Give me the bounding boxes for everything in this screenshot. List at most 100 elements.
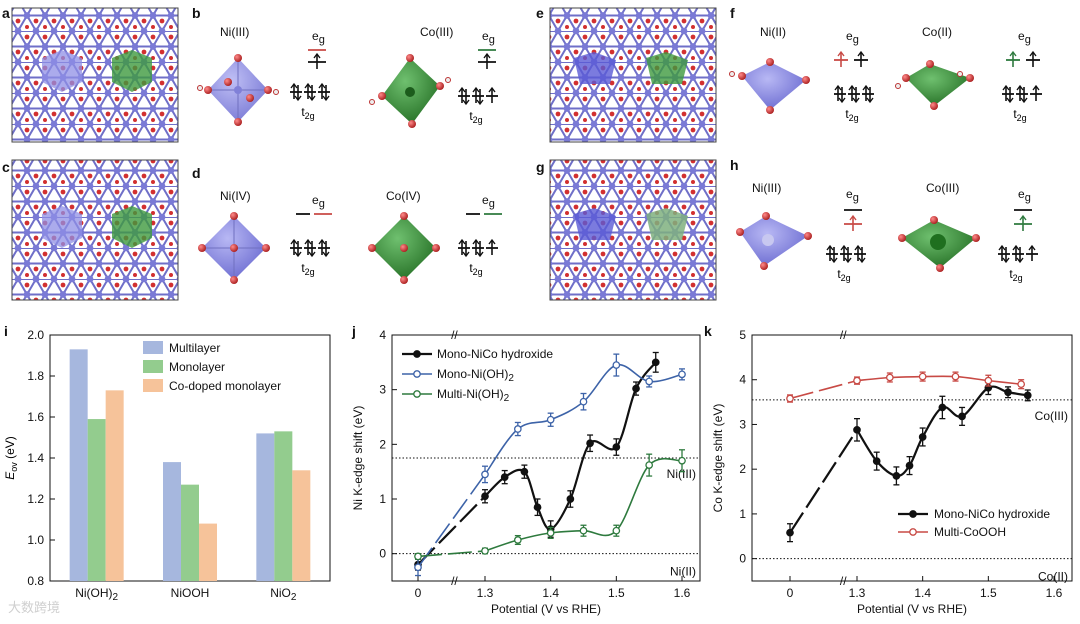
x-tick-label: 0 — [415, 586, 422, 600]
eg-label: eg — [846, 187, 859, 204]
x-tick-label: 1.6 — [1046, 586, 1063, 600]
spin-up-head — [840, 244, 848, 251]
data-point — [958, 412, 966, 421]
data-point — [481, 547, 489, 555]
data-point — [786, 394, 794, 403]
orbital-f-ni: t2g — [834, 50, 874, 123]
t2g-label-main: t — [469, 261, 473, 275]
spin-up-head — [318, 238, 326, 245]
watermark: 大数跨境 — [8, 601, 60, 616]
spin-up-head — [1009, 50, 1017, 57]
x-tick-label: NiO2 — [270, 586, 297, 603]
y-tick-label: 3 — [379, 383, 386, 397]
legend-label-main: Mono-NiCo hydroxide — [934, 507, 1050, 521]
spin-up-head — [483, 52, 491, 59]
y-tick-label: 1 — [379, 492, 386, 506]
data-point — [853, 425, 861, 434]
data-point — [500, 473, 509, 481]
data-point — [872, 457, 881, 465]
spin-up-head — [862, 84, 870, 91]
data-point — [612, 526, 621, 535]
eg-label: eg — [312, 193, 325, 210]
spin-up-head — [313, 52, 321, 59]
spin-up-head — [1016, 84, 1024, 91]
panel-c: c — [2, 159, 179, 301]
reference-label: Ni(II) — [670, 565, 696, 579]
orbital-d-co: t2g — [458, 213, 502, 277]
data-point — [632, 384, 640, 393]
plot-frame — [751, 334, 1073, 582]
spin-down-head — [844, 257, 852, 264]
t2g-label-sub: 2g — [473, 267, 483, 277]
ni-polyhedron — [742, 62, 806, 110]
panel-d: d Ni(IV) eg Co(IV) eg — [192, 165, 495, 284]
y-axis-label: Ni K-edge shift (eV) — [351, 406, 365, 511]
t2g-label: t2g — [837, 267, 850, 283]
data-point — [1004, 388, 1012, 397]
series-line-segment — [789, 379, 858, 400]
panel-label-i: i — [4, 323, 8, 339]
spin-down-head — [322, 251, 330, 258]
panel-label-j: j — [351, 323, 356, 339]
spin-up-head — [849, 214, 857, 221]
legend-label-main: Multi-Ni(OH) — [437, 387, 504, 401]
data-point — [612, 361, 621, 369]
legend-label-sub: 2 — [508, 373, 514, 384]
legend-marker — [413, 350, 421, 358]
legend-label-main: Multi-CoOOH — [934, 525, 1006, 539]
axis-break-bottom: // — [451, 574, 458, 588]
data-point — [566, 495, 575, 503]
data-point — [678, 370, 686, 379]
legend-label-main: Mono-NiCo hydroxide — [437, 347, 553, 361]
y-tick-label: 4 — [739, 373, 746, 387]
data-point — [885, 373, 894, 382]
spin-up-head — [472, 238, 480, 245]
y-tick-label: 0.8 — [27, 574, 44, 588]
spin-up-head — [834, 84, 842, 91]
species-label: Co(II) — [922, 25, 952, 39]
y-axis-label-main: E — [3, 471, 17, 480]
panel-label-k: k — [704, 323, 712, 339]
data-point — [651, 358, 660, 367]
chart-k: k // // 0 1 2 3 4 5 0 1.3 1.4 1.5 1.6 Potential (V vs… — [704, 323, 1073, 616]
series-line-segment — [417, 473, 486, 568]
y-axis-label-sub: ov — [9, 462, 19, 472]
orbital-h-ni: t2g — [826, 209, 866, 283]
t2g-label-main: t — [301, 261, 305, 275]
t2g-label-main: t — [845, 107, 849, 121]
y-axis-label: Co K-edge shift (eV) — [711, 404, 725, 513]
y-tick-label: 2.0 — [27, 328, 44, 342]
data-point — [586, 439, 594, 448]
y-tick-label: 1.8 — [27, 369, 44, 383]
x-axis-label: Potential (V vs RHE) — [491, 602, 601, 616]
spin-down-head — [1016, 257, 1024, 264]
y-tick-label: 4 — [379, 328, 386, 342]
y-tick-label: 3 — [739, 417, 746, 431]
spin-up-head — [854, 244, 862, 251]
spin-up-head — [1029, 50, 1037, 57]
data-point — [520, 467, 529, 476]
reference-label: Co(III) — [1035, 409, 1068, 423]
co-polyhedron — [646, 208, 688, 240]
t2g-label-main: t — [469, 109, 473, 123]
data-point — [918, 433, 927, 441]
x-tick-label-sub: 2 — [291, 592, 297, 603]
t2g-label: t2g — [301, 105, 314, 121]
y-tick-label: 1.0 — [27, 533, 44, 547]
series-line — [484, 361, 657, 531]
spin-up-head — [826, 244, 834, 251]
data-point — [984, 376, 993, 385]
y-tick-label: 0 — [739, 552, 746, 566]
t2g-label: t2g — [1013, 107, 1026, 123]
x-tick-label: 1.6 — [674, 586, 691, 600]
spin-up-head — [290, 238, 298, 245]
data-point — [533, 503, 542, 512]
spin-down-head — [866, 97, 874, 104]
legend-label-main: Mono-Ni(OH) — [437, 367, 508, 381]
panel-f: f Ni(II) eg Co(II) eg — [729, 5, 1031, 114]
t2g-label-sub: 2g — [305, 111, 315, 121]
legend-label: Mono-NiCo hydroxide — [437, 347, 553, 361]
data-point — [951, 372, 960, 381]
data-point — [645, 377, 654, 386]
